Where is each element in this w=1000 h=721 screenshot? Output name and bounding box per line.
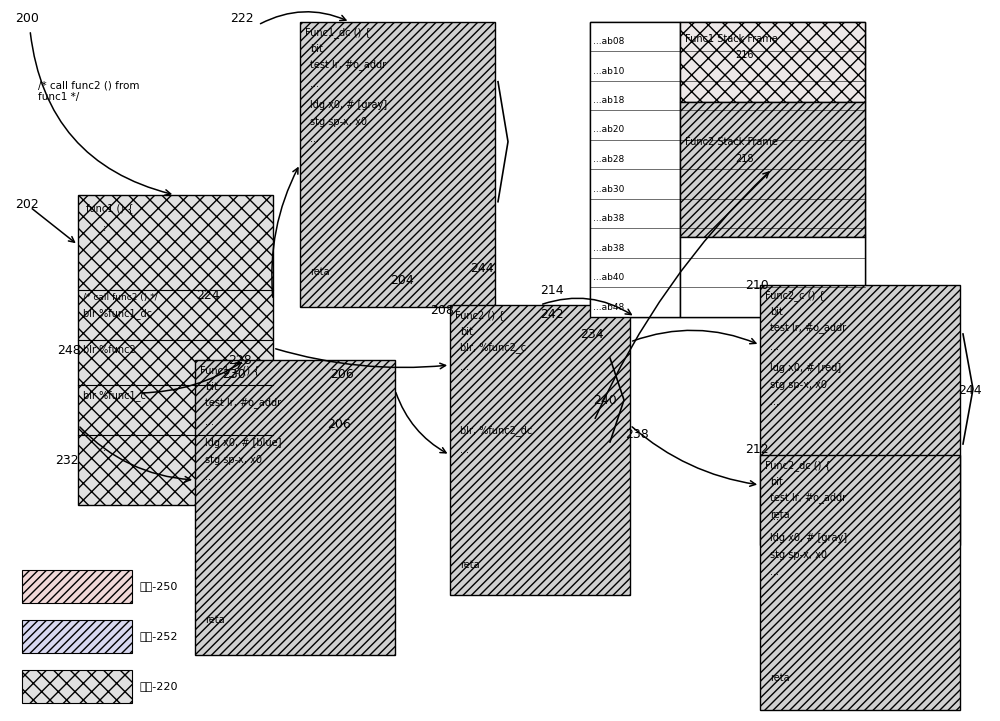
Bar bbox=[195, 360, 395, 655]
Text: bit: bit bbox=[460, 327, 473, 337]
Text: ...ab38: ...ab38 bbox=[593, 214, 624, 223]
Text: ...ab18: ...ab18 bbox=[593, 96, 624, 105]
Bar bbox=[300, 22, 495, 307]
Text: 232: 232 bbox=[55, 454, 79, 466]
Text: 248: 248 bbox=[57, 343, 81, 356]
Text: blr, %func2_dc: blr, %func2_dc bbox=[460, 425, 532, 436]
Text: Func1_dc () {: Func1_dc () { bbox=[305, 27, 371, 38]
Text: reta: reta bbox=[310, 267, 330, 277]
Text: ...ab10: ...ab10 bbox=[593, 66, 624, 76]
Text: 242: 242 bbox=[540, 309, 564, 322]
Text: reta: reta bbox=[770, 510, 790, 520]
Text: /* call func2 () */: /* call func2 () */ bbox=[83, 293, 158, 302]
Text: 234: 234 bbox=[580, 329, 604, 342]
Text: 202: 202 bbox=[15, 198, 39, 211]
Text: 218: 218 bbox=[735, 154, 754, 164]
Text: 206: 206 bbox=[330, 368, 354, 381]
Text: 灰色-220: 灰色-220 bbox=[140, 681, 178, 691]
Text: ...ab38: ...ab38 bbox=[593, 244, 624, 252]
Text: ldg x0, # [red]: ldg x0, # [red] bbox=[770, 363, 841, 373]
Text: Func2_dc () {: Func2_dc () { bbox=[765, 460, 831, 471]
Bar bbox=[680, 102, 865, 237]
Text: ...ab28: ...ab28 bbox=[593, 155, 624, 164]
Bar bbox=[760, 455, 960, 710]
Bar bbox=[450, 305, 630, 595]
Text: 244: 244 bbox=[958, 384, 982, 397]
Text: 240: 240 bbox=[593, 394, 617, 407]
Text: test lr, #o_addr: test lr, #o_addr bbox=[770, 322, 846, 333]
Text: Func1_c () {: Func1_c () { bbox=[200, 365, 260, 376]
Text: bit: bit bbox=[205, 382, 218, 392]
Text: bit: bit bbox=[770, 477, 783, 487]
Text: ...ab40: ...ab40 bbox=[593, 273, 624, 282]
Text: ...ab48: ...ab48 bbox=[593, 303, 624, 311]
Text: test lr, #o_addr: test lr, #o_addr bbox=[770, 492, 846, 503]
Bar bbox=[22, 620, 132, 653]
Text: stg sp-x, x0: stg sp-x, x0 bbox=[770, 550, 827, 560]
Text: 224: 224 bbox=[196, 288, 220, 301]
Text: ...: ... bbox=[460, 362, 469, 372]
Text: ...ab30: ...ab30 bbox=[593, 185, 624, 193]
Text: test lr, #o_addr: test lr, #o_addr bbox=[205, 397, 281, 408]
Bar bbox=[590, 22, 865, 317]
Text: Func2_c () {: Func2_c () { bbox=[765, 290, 825, 301]
Text: ...ab20: ...ab20 bbox=[593, 125, 624, 135]
Bar bbox=[680, 237, 865, 317]
Bar bbox=[760, 285, 960, 545]
Text: ...: ... bbox=[770, 512, 779, 522]
Text: 222: 222 bbox=[230, 12, 254, 25]
Text: ldg x0, # [gray]: ldg x0, # [gray] bbox=[770, 533, 847, 543]
Text: 蓝色-252: 蓝色-252 bbox=[140, 631, 178, 641]
Text: Func2 () {: Func2 () { bbox=[455, 310, 504, 320]
Text: 212: 212 bbox=[745, 443, 769, 456]
Text: blr %func1_c: blr %func1_c bbox=[83, 390, 146, 401]
Text: test lr, #o_addr: test lr, #o_addr bbox=[310, 59, 386, 70]
Text: 214: 214 bbox=[540, 283, 564, 296]
Text: ...: ... bbox=[770, 342, 779, 352]
Text: 204: 204 bbox=[390, 273, 414, 286]
Text: blr, %func2_c: blr, %func2_c bbox=[460, 342, 526, 353]
Text: ldg x0, # [gray]: ldg x0, # [gray] bbox=[310, 100, 387, 110]
Text: reta: reta bbox=[460, 560, 480, 570]
Text: ...: ... bbox=[205, 472, 214, 482]
Text: reta: reta bbox=[205, 615, 225, 625]
Text: 228: 228 bbox=[228, 353, 252, 366]
Text: stg sp-x, x0: stg sp-x, x0 bbox=[770, 380, 827, 390]
Text: 216: 216 bbox=[735, 50, 754, 60]
Bar bbox=[680, 22, 865, 102]
Text: 208: 208 bbox=[430, 304, 454, 317]
Text: blr %func2: blr %func2 bbox=[83, 345, 136, 355]
Text: Func1 Stack Frame: Func1 Stack Frame bbox=[685, 34, 778, 44]
Text: stg sp-x, x0: stg sp-x, x0 bbox=[205, 455, 262, 465]
Text: 200: 200 bbox=[15, 12, 39, 25]
Text: /* call func2 () from
func1 */: /* call func2 () from func1 */ bbox=[38, 80, 140, 102]
Text: reta: reta bbox=[770, 673, 790, 683]
Text: :: : bbox=[103, 223, 106, 233]
Text: ...: ... bbox=[770, 567, 779, 577]
Text: bit: bit bbox=[310, 44, 323, 54]
Text: 206: 206 bbox=[327, 418, 351, 431]
Text: ...ab08: ...ab08 bbox=[593, 37, 624, 46]
Text: ...: ... bbox=[205, 417, 214, 427]
Text: ...: ... bbox=[310, 134, 319, 144]
Bar bbox=[22, 570, 132, 603]
Text: 230: 230 bbox=[222, 368, 246, 381]
Text: blr %func1_dc: blr %func1_dc bbox=[83, 308, 152, 319]
Text: ...: ... bbox=[770, 397, 779, 407]
Text: bit: bit bbox=[770, 307, 783, 317]
Text: 210: 210 bbox=[745, 278, 769, 291]
Bar bbox=[590, 22, 680, 317]
Text: Func2 Stack Frame: Func2 Stack Frame bbox=[685, 137, 778, 147]
Text: func1 () {: func1 () { bbox=[86, 203, 134, 213]
Bar bbox=[22, 670, 132, 703]
Text: stg sp-x, x0: stg sp-x, x0 bbox=[310, 117, 367, 127]
Bar bbox=[78, 195, 273, 505]
Text: ...: ... bbox=[310, 79, 319, 89]
Text: 244: 244 bbox=[470, 262, 494, 275]
Text: ldg x0, # [blue]: ldg x0, # [blue] bbox=[205, 438, 282, 448]
Text: ...: ... bbox=[460, 445, 469, 455]
Text: 红色-250: 红色-250 bbox=[140, 581, 178, 591]
Text: :: : bbox=[103, 443, 106, 453]
Text: 238: 238 bbox=[625, 428, 649, 441]
